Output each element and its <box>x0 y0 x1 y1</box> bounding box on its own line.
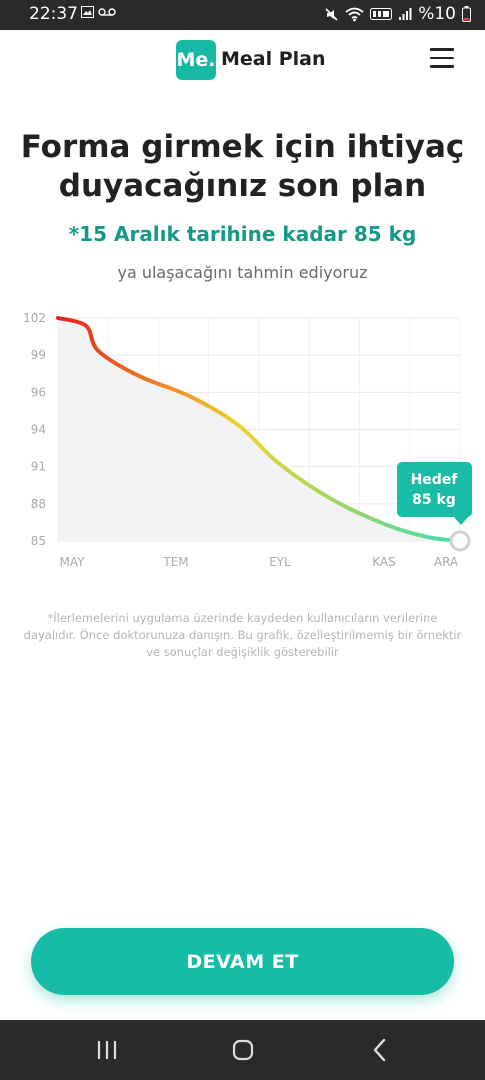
signal-icon <box>399 8 412 20</box>
weight-line <box>56 316 462 543</box>
goal-end-marker <box>449 530 471 552</box>
y-tick-label: 94 <box>31 423 46 437</box>
status-bar: 22:37 %10 <box>0 0 485 30</box>
disclaimer-text: *İlerlemelerini uygulama üzerinde kayded… <box>23 611 462 659</box>
back-icon[interactable] <box>365 1036 395 1064</box>
status-right-icons: %10 <box>324 4 471 24</box>
hamburger-line <box>430 48 454 51</box>
goal-callout: Hedef 85 kg <box>397 462 472 525</box>
mute-icon <box>325 7 338 21</box>
x-tick-label: MAY <box>60 555 86 569</box>
area-fill <box>58 318 460 541</box>
app-name: Meal Plan <box>221 48 326 70</box>
status-time: 22:37 <box>29 4 78 24</box>
continue-button[interactable]: DEVAM ET <box>31 928 454 995</box>
goal-callout-arrow <box>453 516 469 525</box>
system-nav-bar <box>0 1020 485 1080</box>
goal-subtitle: *15 Aralık tarihine kadar 85 kg <box>68 222 417 246</box>
logo-badge: Me. <box>176 40 216 80</box>
goal-callout-value: 85 kg <box>412 492 456 508</box>
gallery-notification-icon <box>81 6 94 18</box>
volte-icon <box>370 8 393 20</box>
weight-projection-chart: 102 99 96 94 91 88 85 MAY TEM EYL KAS ARA Hedef 85… <box>23 311 472 569</box>
battery-icon <box>462 6 471 22</box>
y-tick-label: 88 <box>31 497 46 511</box>
goal-callout-label: Hedef <box>411 472 459 488</box>
goal-callout-box <box>397 462 472 517</box>
x-tick-label: ARA <box>434 555 459 569</box>
home-icon[interactable] <box>228 1036 258 1064</box>
wifi-icon <box>345 7 364 21</box>
voicemail-notification-icon <box>98 8 116 16</box>
battery-percent: %10 <box>418 4 456 24</box>
recent-apps-icon[interactable] <box>92 1036 122 1064</box>
y-tick-label: 96 <box>31 385 46 399</box>
prediction-text: ya ulaşacağını tahmin ediyoruz <box>117 263 368 282</box>
menu-button[interactable] <box>430 48 454 68</box>
y-tick-label: 85 <box>31 534 46 548</box>
app-header: Me. Meal Plan <box>0 30 485 90</box>
x-tick-label: KAS <box>372 555 395 569</box>
hamburger-line <box>430 65 454 68</box>
y-tick-label: 91 <box>31 460 46 474</box>
status-left-icons <box>81 6 116 18</box>
page-title: Forma girmek için ihtiyaç duyacağınız so… <box>20 129 465 204</box>
hamburger-line <box>430 56 454 59</box>
y-tick-label: 102 <box>23 311 46 325</box>
y-tick-label: 99 <box>31 348 46 362</box>
x-tick-label: EYL <box>269 555 291 569</box>
x-tick-label: TEM <box>162 555 188 569</box>
